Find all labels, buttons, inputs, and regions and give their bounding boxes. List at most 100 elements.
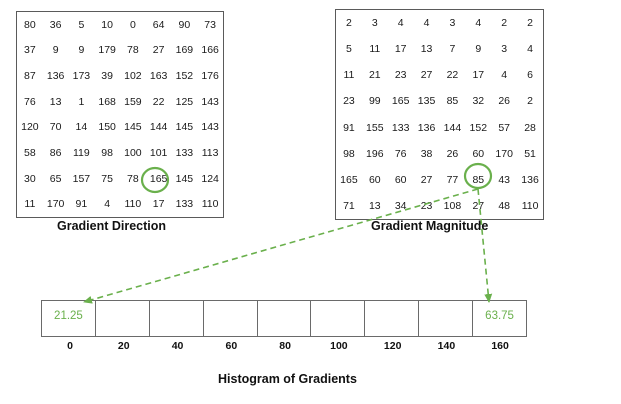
magnitude-cell: 6: [527, 69, 533, 82]
magnitude-cell: 2: [527, 17, 533, 30]
direction-cell: 113: [201, 146, 219, 159]
magnitude-cell: 26: [446, 147, 459, 160]
direction-row: 80 36 5 10 0 64 90 73: [17, 12, 223, 38]
histogram-tick-label: 40: [171, 340, 184, 352]
direction-cell: 110: [201, 198, 219, 211]
direction-cell: 80: [24, 18, 36, 31]
direction-cell: 65: [49, 172, 62, 185]
direction-cell: 120: [21, 121, 39, 134]
direction-cell: 76: [24, 95, 36, 108]
magnitude-cell: 91: [343, 121, 355, 134]
magnitude-cell: 4: [501, 69, 508, 82]
direction-cell: 75: [101, 172, 113, 185]
histogram-title: Histogram of Gradients: [218, 372, 357, 386]
direction-cell: 22: [152, 95, 165, 108]
histogram-bin: 21.25: [42, 301, 95, 336]
magnitude-cell: 85: [446, 95, 459, 108]
direction-cell: 37: [24, 44, 36, 57]
histogram-tick-label: 20: [117, 340, 130, 352]
magnitude-cell: 3: [371, 17, 378, 30]
histogram-tick-label: 100: [330, 340, 348, 352]
gradient-direction-grid: 80 36 5 10 0 64 90 73 37 9 9 179 78 27 169 166 87 136 173 3…: [16, 11, 224, 218]
direction-cell: 9: [52, 44, 59, 57]
magnitude-cell: 21: [368, 69, 381, 82]
direction-cell: 157: [72, 172, 91, 185]
magnitude-row: 5 11 17 13 7 9 3 4: [336, 36, 543, 62]
direction-row: 87 136 173 39 102 163 152 176: [17, 63, 223, 89]
direction-cell: 170: [46, 198, 65, 211]
magnitude-cell: 165: [340, 173, 358, 186]
magnitude-cell: 23: [343, 95, 355, 108]
magnitude-cell: 60: [368, 173, 381, 186]
direction-cell: 78: [127, 172, 139, 185]
direction-cell: 1: [78, 95, 85, 108]
histogram-bins: 21.25 63.75: [41, 300, 527, 337]
direction-cell: 78: [127, 44, 139, 57]
magnitude-row: 91 155 133 136 144 152 57 28: [336, 115, 543, 141]
histogram-bin-value: 21.25: [54, 310, 83, 322]
direction-cell: 119: [73, 146, 90, 159]
magnitude-cell: 57: [498, 121, 511, 134]
magnitude-cell: 4: [527, 43, 533, 56]
histogram-tick-label: 0: [67, 340, 73, 352]
magnitude-cell: 165: [391, 95, 410, 108]
direction-cell: 39: [101, 70, 113, 83]
direction-cell: 27: [152, 44, 165, 57]
magnitude-cell: 2: [501, 17, 508, 30]
direction-cell: 165: [149, 172, 168, 185]
magnitude-cell: 77: [446, 173, 459, 186]
magnitude-cell: 28: [524, 121, 536, 134]
direction-cell: 102: [124, 70, 142, 83]
histogram-tick-label: 60: [225, 340, 238, 352]
histogram-bin: [148, 301, 203, 336]
magnitude-row: 23 99 165 135 85 32 26 2: [336, 88, 543, 114]
direction-cell: 110: [124, 198, 142, 211]
gradient-direction-caption: Gradient Direction: [57, 219, 167, 233]
magnitude-cell: 2: [527, 95, 533, 108]
magnitude-cell: 51: [524, 147, 536, 160]
magnitude-cell: 155: [366, 121, 384, 134]
magnitude-cell: 196: [366, 147, 384, 160]
magnitude-cell: 27: [420, 69, 433, 82]
direction-row: 120 70 14 150 145 144 145 143: [17, 115, 223, 141]
direction-cell: 143: [201, 95, 219, 108]
magnitude-cell: 13: [368, 199, 381, 212]
magnitude-cell: 22: [446, 69, 459, 82]
direction-cell: 86: [49, 146, 62, 159]
magnitude-cell: 71: [343, 199, 355, 212]
direction-cell: 143: [201, 121, 219, 134]
direction-cell: 101: [149, 146, 168, 159]
magnitude-cell: 98: [343, 147, 355, 160]
magnitude-cell: 4: [397, 17, 404, 30]
direction-cell: 90: [178, 18, 191, 31]
magnitude-row: 165 60 60 27 77 85 43 136: [336, 167, 543, 193]
direction-cell: 150: [98, 121, 116, 134]
direction-row: 30 65 157 75 78 165 145 124: [17, 166, 223, 192]
direction-cell: 124: [201, 172, 219, 185]
magnitude-row: 98 196 76 38 26 60 170 51: [336, 141, 543, 167]
magnitude-cell: 133: [391, 121, 410, 134]
magnitude-row: 71 13 34 23 108 27 48 110: [336, 193, 543, 219]
magnitude-cell: 27: [472, 199, 485, 212]
direction-cell: 163: [149, 70, 168, 83]
magnitude-cell: 60: [394, 173, 407, 186]
magnitude-cell: 11: [369, 43, 381, 56]
direction-cell: 10: [101, 18, 113, 31]
direction-row: 76 13 1 168 159 22 125 143: [17, 89, 223, 115]
histogram-tick-label: 160: [491, 340, 509, 352]
magnitude-cell: 9: [475, 43, 482, 56]
direction-cell: 4: [104, 198, 111, 211]
direction-row: 58 86 119 98 100 101 133 113: [17, 140, 223, 166]
magnitude-cell: 3: [501, 43, 508, 56]
direction-cell: 5: [78, 18, 85, 31]
direction-cell: 166: [201, 44, 219, 57]
histogram-bin: [202, 301, 257, 336]
histogram-bin: [310, 301, 364, 336]
histogram-bin-value: 63.75: [485, 310, 514, 322]
direction-cell: 136: [46, 70, 65, 83]
magnitude-cell: 11: [343, 69, 355, 82]
magnitude-cell: 23: [394, 69, 407, 82]
direction-cell: 144: [149, 121, 168, 134]
direction-cell: 91: [75, 198, 88, 211]
magnitude-cell: 34: [394, 199, 407, 212]
